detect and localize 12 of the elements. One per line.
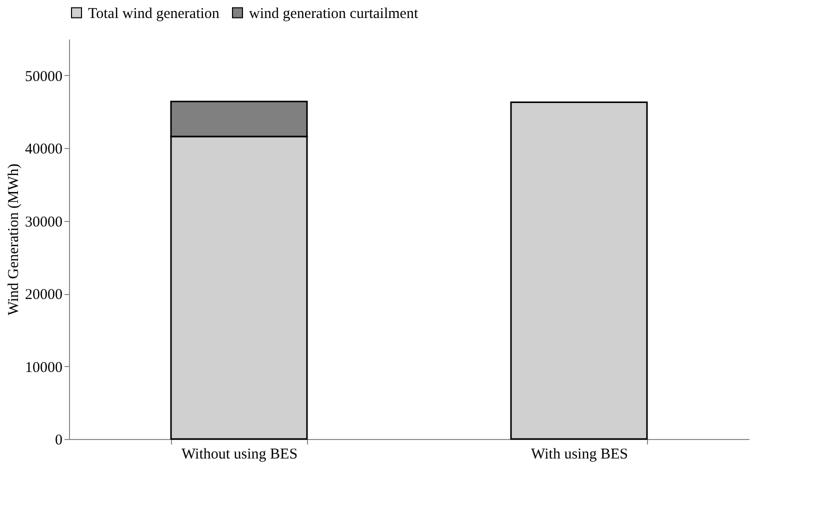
y-tick-label: 10000 [25, 360, 62, 376]
y-tick-label: 20000 [25, 287, 62, 304]
y-tick-label: 50000 [25, 68, 62, 85]
legend-label: wind generation curtailment [249, 6, 419, 22]
bar [510, 102, 648, 440]
legend-label: Total wind generation [88, 6, 220, 22]
y-tick-label: 30000 [25, 214, 62, 230]
y-tick-label: 40000 [25, 142, 62, 158]
y-axis-title: Wind Generation (MWh) [6, 164, 22, 316]
y-tick-label: 0 [55, 432, 62, 448]
x-tick-label: With using BES [531, 446, 628, 462]
x-tick-label: Without using BES [181, 446, 298, 462]
